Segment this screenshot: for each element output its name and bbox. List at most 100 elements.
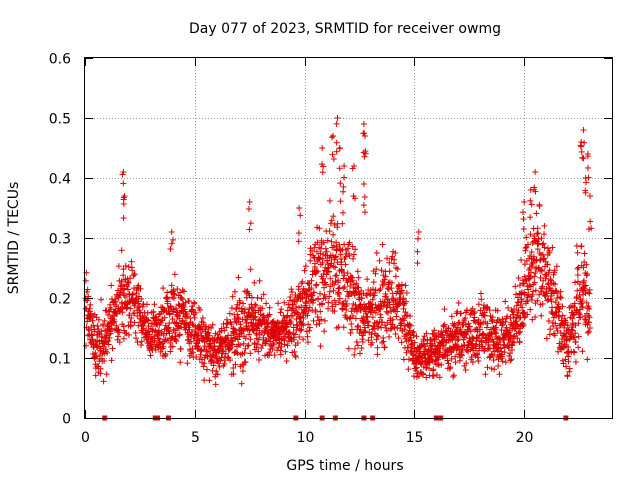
data-point	[244, 314, 251, 321]
data-point	[107, 330, 114, 337]
data-point	[262, 340, 269, 347]
data-point	[179, 317, 186, 324]
data-point	[82, 277, 89, 284]
data-point	[94, 323, 101, 330]
data-point	[177, 359, 184, 366]
data-point	[162, 336, 169, 343]
data-point	[233, 349, 240, 356]
data-point	[174, 286, 181, 293]
data-point	[251, 339, 258, 346]
data-point	[179, 296, 186, 303]
data-point	[144, 340, 151, 347]
data-point	[120, 272, 127, 279]
data-point	[247, 266, 254, 273]
data-point	[82, 342, 89, 349]
data-point	[247, 350, 254, 357]
data-point	[203, 323, 210, 330]
data-point	[253, 344, 260, 351]
data-point	[212, 381, 219, 388]
data-point	[178, 294, 185, 301]
data-point	[134, 339, 141, 346]
data-point	[130, 291, 137, 298]
data-point	[235, 274, 242, 281]
data-point	[221, 360, 228, 367]
data-point	[182, 299, 189, 306]
data-point	[252, 309, 259, 316]
data-point	[256, 356, 263, 363]
data-point	[240, 340, 247, 347]
chart-title: Day 077 of 2023, SRMTID for receiver owm…	[189, 21, 501, 37]
data-point	[125, 331, 132, 338]
data-point	[93, 353, 100, 360]
data-point	[235, 315, 242, 322]
data-point	[258, 345, 265, 352]
x-tick-label: 20	[516, 430, 534, 446]
data-point	[201, 377, 208, 384]
data-point	[241, 310, 248, 317]
data-point	[249, 306, 256, 313]
data-point	[151, 333, 158, 340]
data-point	[189, 306, 196, 313]
data-point	[92, 349, 99, 356]
data-point	[224, 320, 231, 327]
data-point	[246, 331, 253, 338]
data-point	[125, 279, 132, 286]
data-point	[118, 278, 125, 285]
data-point	[234, 314, 241, 321]
data-point	[230, 325, 237, 332]
data-point	[92, 372, 99, 379]
data-point	[116, 339, 123, 346]
y-tick-label: 0.6	[49, 52, 71, 68]
data-point	[132, 329, 139, 336]
data-point	[216, 363, 223, 370]
data-point	[226, 345, 233, 352]
data-point	[197, 351, 204, 358]
data-point	[105, 341, 112, 348]
data-point	[214, 371, 221, 378]
data-point	[202, 325, 209, 332]
data-point	[179, 287, 186, 294]
data-point	[87, 301, 94, 308]
data-point	[224, 354, 231, 361]
data-point	[194, 346, 201, 353]
data-point	[127, 305, 134, 312]
data-point	[229, 293, 236, 300]
data-point	[256, 277, 263, 284]
data-point	[136, 303, 143, 310]
data-point	[222, 357, 229, 364]
data-point	[195, 343, 202, 350]
data-point	[203, 347, 210, 354]
data-point	[236, 299, 243, 306]
data-point	[162, 352, 169, 359]
data-point	[131, 319, 138, 326]
data-point	[228, 321, 235, 328]
data-point	[191, 314, 198, 321]
data-point	[150, 308, 157, 315]
data-point	[176, 332, 183, 339]
data-point	[176, 331, 183, 338]
data-point	[167, 348, 174, 355]
data-point	[229, 338, 236, 345]
data-point	[101, 317, 108, 324]
data-point	[187, 332, 194, 339]
data-point	[236, 305, 243, 312]
data-point	[166, 310, 173, 317]
x-tick-label: 15	[406, 430, 424, 446]
data-point	[103, 307, 110, 314]
data-point	[167, 303, 174, 310]
data-point	[115, 333, 122, 340]
data-point	[221, 327, 228, 334]
data-point	[155, 335, 162, 342]
data-point	[237, 342, 244, 349]
data-point	[231, 288, 238, 295]
data-point	[159, 315, 166, 322]
data-point	[226, 310, 233, 317]
data-point	[119, 282, 126, 289]
y-tick-label: 0.1	[49, 352, 71, 368]
data-point	[102, 346, 109, 353]
data-point	[186, 298, 193, 305]
data-point	[172, 333, 179, 340]
data-point	[261, 328, 268, 335]
